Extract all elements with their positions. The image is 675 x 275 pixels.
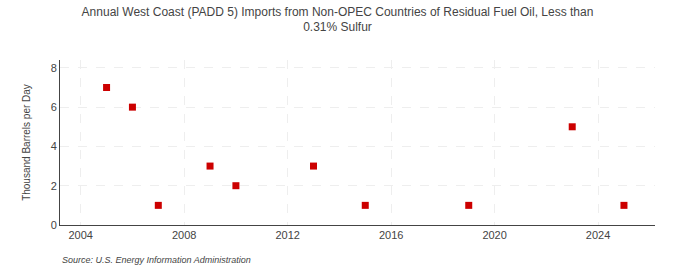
svg-text:2020: 2020 [482, 229, 506, 241]
svg-text:2012: 2012 [275, 229, 299, 241]
svg-text:2: 2 [51, 180, 57, 192]
svg-text:2008: 2008 [172, 229, 196, 241]
svg-text:0: 0 [51, 219, 57, 231]
svg-text:4: 4 [51, 140, 57, 152]
svg-text:Source: U.S. Energy Informatio: Source: U.S. Energy Information Administ… [62, 255, 251, 265]
svg-text:2004: 2004 [68, 229, 92, 241]
svg-text:Annual West Coast (PADD 5) Imp: Annual West Coast (PADD 5) Imports from … [82, 5, 594, 35]
svg-text:Thousand Barrels per Day: Thousand Barrels per Day [21, 84, 32, 201]
svg-text:8: 8 [51, 62, 57, 74]
svg-text:2024: 2024 [586, 229, 610, 241]
svg-text:2016: 2016 [379, 229, 403, 241]
svg-text:6: 6 [51, 101, 57, 113]
